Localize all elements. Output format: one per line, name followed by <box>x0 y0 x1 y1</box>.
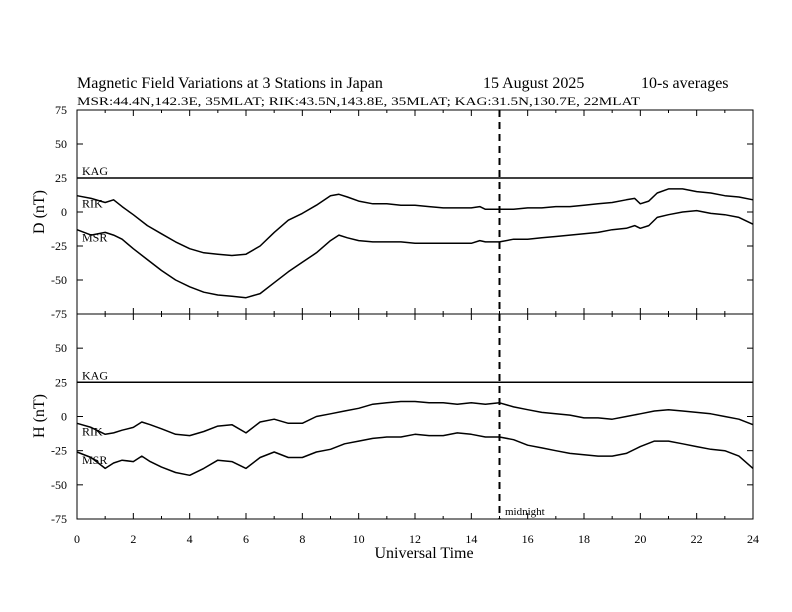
y-tick-label: -50 <box>51 273 67 287</box>
series-line-d-rik <box>76 188 754 257</box>
series-line-h-msr <box>76 432 754 477</box>
x-tick-label: 6 <box>243 532 249 546</box>
chart-title: Magnetic Field Variations at 3 Stations … <box>77 75 383 92</box>
x-tick-label: 20 <box>634 532 646 546</box>
y-tick-label: 50 <box>55 341 67 355</box>
tick-layer: 0 2 4 6 8 10 12 14 16 18 20 22 247550250-25-50-75502… <box>51 103 759 546</box>
series-layer <box>76 110 754 519</box>
panel-h-frame <box>76 313 754 520</box>
midnight-label: midnight <box>505 506 545 518</box>
panel-d-frame <box>76 109 754 315</box>
y-tick-label: 25 <box>55 375 67 389</box>
x-tick-label: 10 <box>353 532 365 546</box>
x-tick-label: 8 <box>299 532 305 546</box>
y-tick-label: -75 <box>51 307 67 321</box>
station-label-layer: KAG RIK MSR KAG RIK MSR <box>82 164 108 467</box>
y-tick-label: -75 <box>51 512 67 526</box>
x-tick-label: 16 <box>522 532 534 546</box>
y-tick-label: 0 <box>61 205 67 219</box>
y-tick-label: -50 <box>51 478 67 492</box>
panel-h-ylabel: H (nT) <box>31 394 48 438</box>
y-tick-label: -25 <box>51 239 67 253</box>
station-label-d-rik: RIK <box>82 197 103 211</box>
x-tick-label: 4 <box>187 532 193 546</box>
chart-averaging: 10-s averages <box>641 75 729 92</box>
series-line-d-msr <box>76 209 754 299</box>
station-info: MSR:44.4N,142.3E, 35MLAT; RIK:43.5N,143.… <box>77 94 641 108</box>
x-tick-label: 14 <box>465 532 477 546</box>
station-label-h-kag: KAG <box>82 368 108 382</box>
y-tick-label: 0 <box>61 410 67 424</box>
station-label-h-msr: MSR <box>82 453 107 467</box>
x-tick-label: 12 <box>409 532 421 546</box>
y-tick-label: 75 <box>55 103 67 117</box>
series-line-h-rik <box>76 400 754 437</box>
y-tick-label: -25 <box>51 444 67 458</box>
chart-date: 15 August 2025 <box>483 75 584 92</box>
station-label-d-kag: KAG <box>82 164 108 178</box>
station-label-d-msr: MSR <box>82 231 107 245</box>
panel-d-ylabel: D (nT) <box>31 190 48 234</box>
x-tick-label: 24 <box>747 532 759 546</box>
x-axis-label: Universal Time <box>374 545 473 562</box>
y-tick-label: 25 <box>55 171 67 185</box>
x-tick-label: 18 <box>578 532 590 546</box>
y-tick-label: 50 <box>55 137 67 151</box>
x-tick-label: 22 <box>691 532 703 546</box>
x-tick-label: 0 <box>74 532 80 546</box>
station-label-h-rik: RIK <box>82 424 103 438</box>
x-tick-label: 2 <box>130 532 136 546</box>
